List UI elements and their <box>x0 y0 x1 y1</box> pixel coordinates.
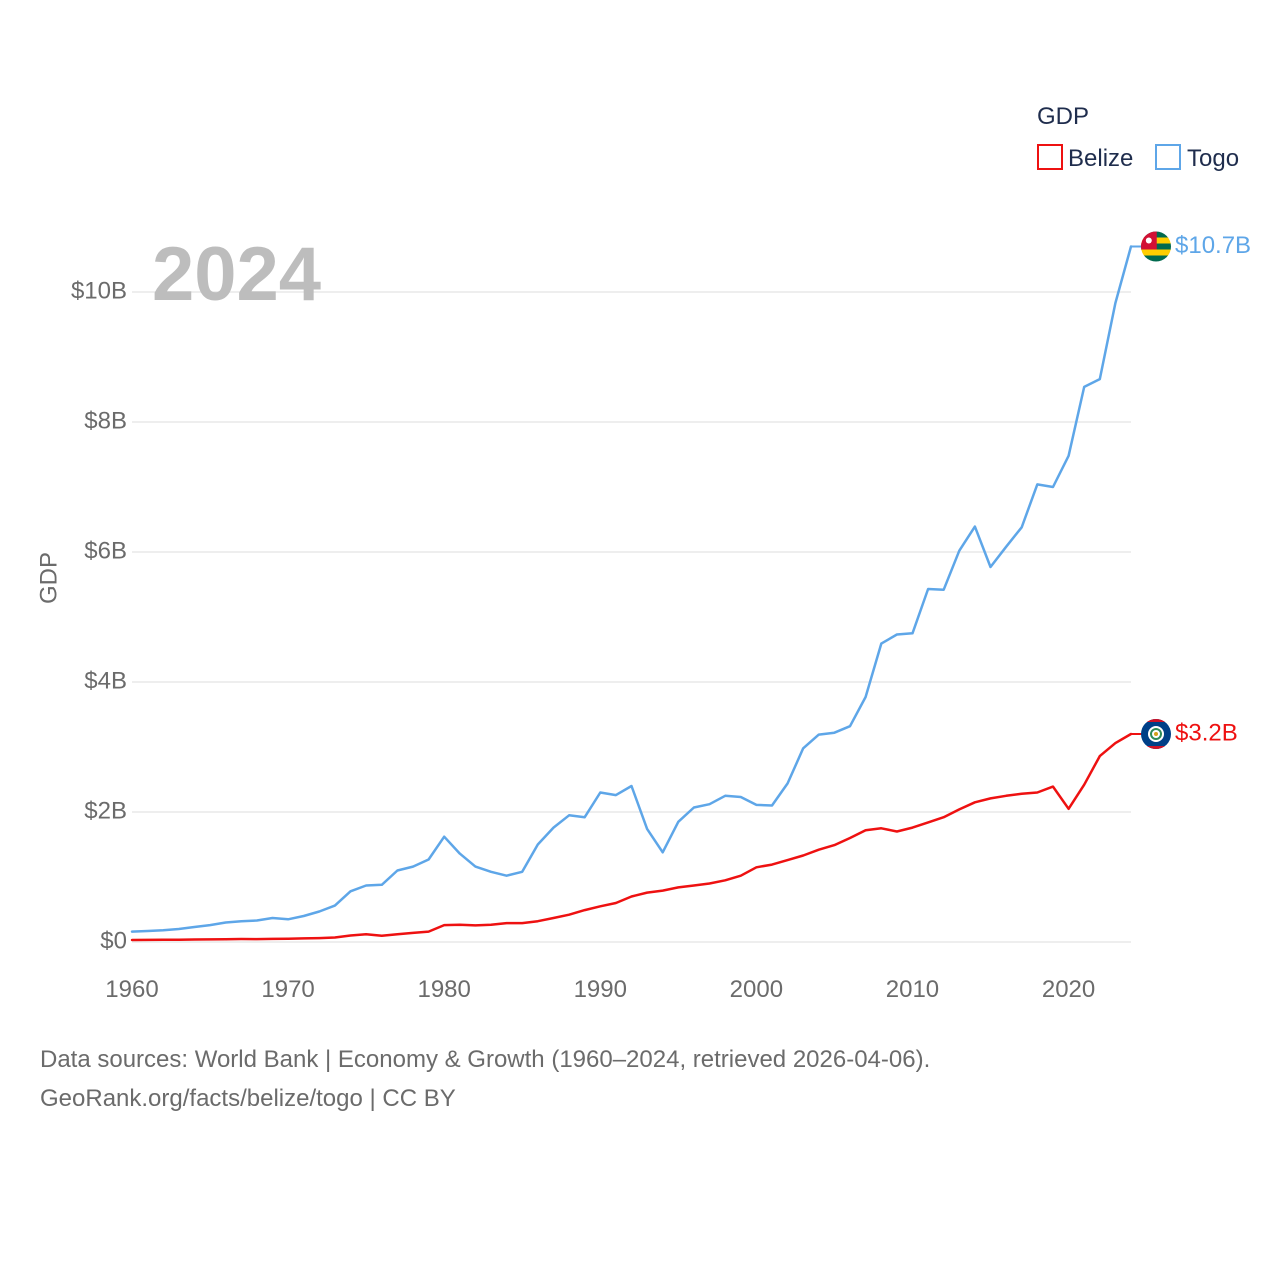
y-axis-ticks: $0 $2B $4B $6B $8B $10B <box>71 277 127 954</box>
end-labels: $3.2B $10.7B <box>1131 231 1251 749</box>
footer: Data sources: World Bank | Economy & Gro… <box>40 1040 1240 1118</box>
x-tick-label: 1980 <box>417 976 470 1003</box>
series-lines <box>130 245 1133 942</box>
year-label: 2024 <box>152 232 321 317</box>
legend-item-togo[interactable]: Togo <box>1155 144 1239 172</box>
y-axis-title: GDP <box>35 552 62 604</box>
series-line-togo <box>130 245 1133 933</box>
x-axis-ticks: 1960 1970 1980 1990 2000 2010 2020 <box>105 976 1095 1003</box>
x-tick-label: 2010 <box>886 976 939 1003</box>
legend-swatch-togo <box>1155 144 1181 170</box>
y-tick-label: $0 <box>100 927 127 954</box>
y-tick-label: $8B <box>84 407 127 434</box>
x-tick-label: 1990 <box>574 976 627 1003</box>
y-tick-label: $10B <box>71 277 127 304</box>
y-tick-label: $2B <box>84 797 127 824</box>
y-tick-label: $4B <box>84 667 127 694</box>
x-tick-label: 1970 <box>261 976 314 1003</box>
legend-item-belize[interactable]: Belize <box>1037 144 1133 172</box>
x-tick-label: 2020 <box>1042 976 1095 1003</box>
legend-label-belize: Belize <box>1068 145 1133 172</box>
legend-swatch-belize <box>1037 144 1063 170</box>
belize-flag-icon <box>1141 719 1171 749</box>
grid-lines <box>132 291 1131 943</box>
legend: GDP Belize Togo <box>1037 103 1239 172</box>
legend-label-togo: Togo <box>1187 145 1239 172</box>
end-label-belize: $3.2B <box>1175 719 1238 746</box>
x-tick-label: 2000 <box>730 976 783 1003</box>
attribution-text: GeoRank.org/facts/belize/togo | CC BY <box>40 1085 456 1112</box>
gdp-line-chart: $0 $2B $4B $6B $8B $10B 1960 1970 1980 1990 2000 2… <box>35 103 1251 1003</box>
legend-title: GDP <box>1037 103 1089 130</box>
series-line-belize <box>130 732 1133 942</box>
data-source-text: Data sources: World Bank | Economy & Gro… <box>40 1046 931 1073</box>
end-label-togo: $10.7B <box>1175 232 1251 259</box>
togo-flag-icon <box>1141 231 1171 262</box>
y-tick-label: $6B <box>84 537 127 564</box>
x-tick-label: 1960 <box>105 976 158 1003</box>
